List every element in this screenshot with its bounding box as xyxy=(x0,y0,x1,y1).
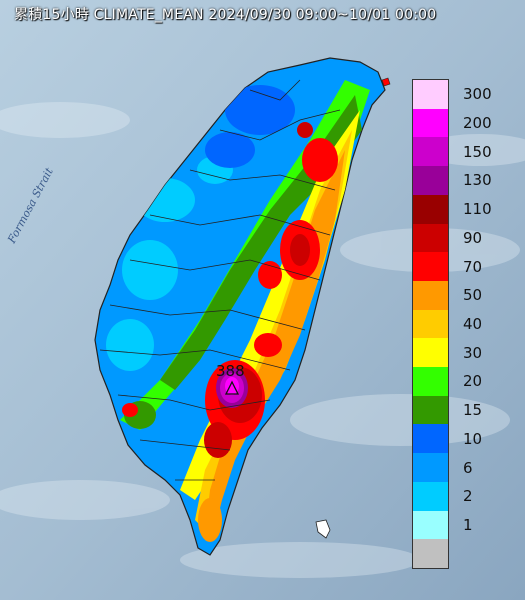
legend-swatch xyxy=(413,80,448,110)
legend-swatch xyxy=(413,194,448,225)
county-boundaries xyxy=(99,79,341,481)
legend-label: 200 xyxy=(463,114,492,133)
max-rainfall-marker xyxy=(224,380,240,395)
green-island xyxy=(315,519,331,539)
legend-label: 50 xyxy=(463,286,483,305)
legend-swatch xyxy=(413,367,448,397)
legend-label: 150 xyxy=(463,142,492,161)
map-title: 累積15小時 CLIMATE_MEAN 2024/09/30 09:00~10/… xyxy=(14,7,437,23)
legend-label: 300 xyxy=(463,85,492,104)
max-rainfall-value: 388 xyxy=(216,362,245,380)
legend-swatch xyxy=(413,395,448,425)
legend-swatch xyxy=(413,539,448,569)
legend-label: 30 xyxy=(463,343,483,362)
legend-label: 6 xyxy=(463,458,473,477)
legend-label: 130 xyxy=(463,171,492,190)
color-legend xyxy=(412,79,449,569)
legend-swatch xyxy=(413,424,448,454)
legend-label: 10 xyxy=(463,429,483,448)
legend-swatch xyxy=(413,453,448,483)
legend-swatch xyxy=(413,137,448,167)
legend-label: 110 xyxy=(463,200,492,219)
legend-swatch xyxy=(413,280,448,311)
legend-label: 15 xyxy=(463,401,483,420)
legend-label: 40 xyxy=(463,315,483,333)
legend-label: 70 xyxy=(463,257,483,276)
legend-swatch xyxy=(413,108,448,138)
legend-swatch xyxy=(413,338,448,368)
legend-swatch xyxy=(413,223,448,253)
legend-label: 20 xyxy=(463,372,483,391)
legend-label: 1 xyxy=(463,515,473,534)
legend-label: 90 xyxy=(463,228,483,247)
legend-swatch xyxy=(413,309,448,339)
legend-label: 2 xyxy=(463,487,473,506)
legend-swatch xyxy=(413,510,448,540)
legend-swatch xyxy=(413,481,448,512)
legend-swatch xyxy=(413,252,448,282)
legend-swatch xyxy=(413,166,448,196)
turtle-island xyxy=(381,77,391,87)
